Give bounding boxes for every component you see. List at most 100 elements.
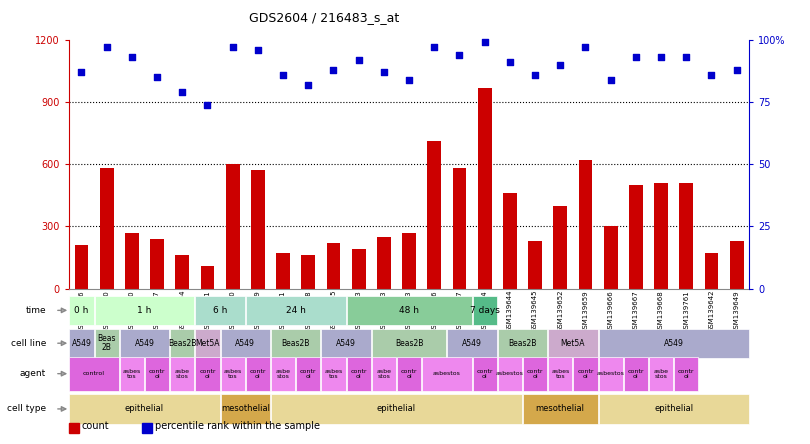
Text: 48 h: 48 h [399,306,419,315]
Text: Beas2B: Beas2B [508,339,537,348]
Text: asbestos: asbestos [597,371,625,376]
Text: contr
ol: contr ol [476,369,493,379]
Bar [195,329,220,358]
Text: contr
ol: contr ol [678,369,694,379]
Point [554,61,567,68]
Text: Beas
2B: Beas 2B [97,334,116,352]
Point [226,44,239,51]
Text: asbes
tos: asbes tos [551,369,569,379]
Bar [75,245,88,289]
Text: A549: A549 [236,339,255,348]
Text: epithelial: epithelial [377,404,416,413]
Point [75,69,88,76]
Point [201,101,214,108]
Bar [271,394,522,424]
Bar [649,357,673,391]
Bar [447,329,497,358]
Point [327,66,340,73]
Bar [654,183,668,289]
Bar [220,394,270,424]
Text: contr
ol: contr ol [249,369,266,379]
Bar [503,193,517,289]
Bar [175,255,190,289]
Bar [498,357,522,391]
Bar [120,357,144,391]
Text: time: time [26,306,46,315]
Bar [422,357,471,391]
Text: asbe
stos: asbe stos [275,369,291,379]
Text: asbe
stos: asbe stos [377,369,391,379]
Bar [372,357,396,391]
Point [403,76,416,83]
Text: 6 h: 6 h [213,306,228,315]
Bar [428,142,441,289]
Text: count: count [82,420,109,431]
Bar [226,164,240,289]
Bar [599,357,623,391]
Text: 7 days: 7 days [470,306,500,315]
Text: A549: A549 [134,339,155,348]
Bar [271,329,320,358]
Point [680,54,693,61]
Point [100,44,113,51]
Bar [603,226,617,289]
Bar [599,394,748,424]
Bar [548,329,598,358]
Text: control: control [83,371,105,376]
Bar [296,357,320,391]
Bar [397,357,421,391]
Bar [220,329,270,358]
Bar [472,357,497,391]
Text: contr
ol: contr ol [526,369,544,379]
Bar [150,239,164,289]
Bar [100,168,113,289]
Bar [528,241,542,289]
Bar [347,357,371,391]
Point [604,76,617,83]
Bar [377,237,390,289]
Point [730,66,743,73]
Text: contr
ol: contr ol [578,369,594,379]
Bar [624,357,648,391]
Bar [453,168,467,289]
Point [529,71,542,78]
Bar [95,329,119,358]
Bar [251,170,265,289]
Text: percentile rank within the sample: percentile rank within the sample [155,420,320,431]
Text: Beas2B: Beas2B [168,339,197,348]
Bar [145,357,169,391]
Point [654,54,667,61]
Bar [498,329,547,358]
Text: asbestos: asbestos [496,371,524,376]
Text: 0 h: 0 h [75,306,88,315]
Bar [220,357,245,391]
Text: mesothelial: mesothelial [535,404,585,413]
Bar [573,357,598,391]
Bar [705,254,718,289]
Text: contr
ol: contr ol [300,369,317,379]
Bar [472,296,497,325]
Point [453,52,466,59]
Bar [245,296,346,325]
Text: GDS2604 / 216483_s_at: GDS2604 / 216483_s_at [249,11,399,24]
Bar [170,357,194,391]
Text: A549: A549 [663,339,684,348]
Text: asbe
stos: asbe stos [654,369,668,379]
Point [428,44,441,51]
Bar [70,296,93,325]
Bar [70,394,220,424]
Point [126,54,139,61]
Bar [120,329,169,358]
Bar [70,357,119,391]
Text: agent: agent [20,369,46,378]
Point [352,56,365,63]
Text: asbestos: asbestos [433,371,461,376]
Text: Beas2B: Beas2B [394,339,424,348]
Bar [553,206,567,289]
Text: contr
ol: contr ol [199,369,215,379]
Text: asbes
tos: asbes tos [123,369,141,379]
Text: A549: A549 [71,339,92,348]
Bar [245,357,270,391]
Text: asbe
stos: asbe stos [175,369,190,379]
Bar [125,233,139,289]
